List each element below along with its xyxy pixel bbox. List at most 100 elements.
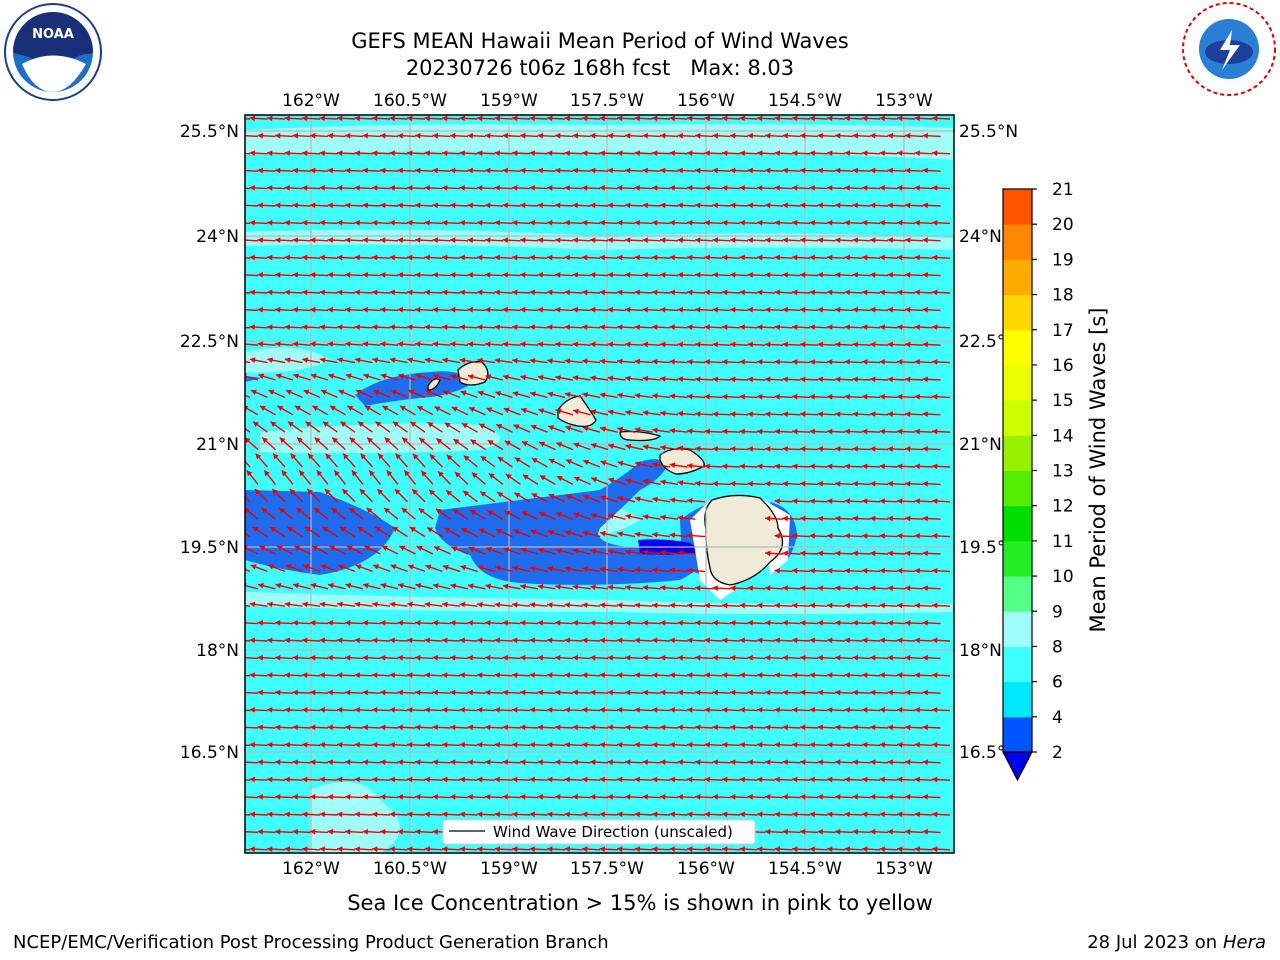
wave-arrowhead <box>774 289 780 296</box>
wave-arrowhead <box>354 672 360 679</box>
wave-arrowhead <box>827 115 833 122</box>
wave-arrowhead <box>564 741 570 748</box>
wave-arrowhead <box>870 794 876 800</box>
wave-arrowhead <box>730 794 736 800</box>
wave-arrowhead <box>800 794 806 800</box>
wave-arrowhead <box>547 115 553 122</box>
wave-arrowhead <box>432 724 438 731</box>
wave-arrowhead <box>870 272 876 278</box>
wave-arrowhead <box>747 654 753 661</box>
wave-arrowhead <box>879 289 885 296</box>
wave-arrowhead <box>695 237 701 244</box>
wave-arrowhead <box>870 515 876 522</box>
wave-arrowhead <box>572 620 578 626</box>
wave-arrowhead <box>432 828 438 835</box>
wave-arrowhead <box>327 237 333 244</box>
wave-arrowhead <box>267 741 273 748</box>
wave-arrowhead <box>590 272 596 278</box>
wave-arrowhead <box>572 272 578 278</box>
wave-arrowhead <box>407 219 413 226</box>
wave-arrowhead <box>459 357 466 364</box>
wave-arrowhead <box>513 424 520 430</box>
wave-arrowhead <box>355 389 362 395</box>
wave-arrowhead <box>765 828 771 835</box>
wave-arrowhead <box>293 582 299 589</box>
wave-arrowhead <box>652 358 658 365</box>
wave-arrowhead <box>844 219 850 226</box>
wave-arrowhead <box>817 237 823 244</box>
wave-arrowhead <box>537 620 543 626</box>
wave-arrowhead <box>687 393 693 400</box>
wave-arrowhead <box>521 441 528 447</box>
wave-arrowhead <box>292 724 298 731</box>
wave-arrowhead <box>514 457 521 463</box>
wave-arrowhead <box>505 474 512 480</box>
wave-arrowhead <box>730 620 736 626</box>
wave-arrowhead <box>407 357 414 364</box>
wave-arrowhead <box>249 846 255 853</box>
wave-arrowhead <box>835 272 841 278</box>
wave-arrowhead <box>809 428 815 435</box>
wave-arrowhead <box>477 846 483 853</box>
wave-arrowhead <box>292 237 298 244</box>
wave-arrowhead <box>634 811 640 818</box>
wave-arrowhead <box>809 707 815 713</box>
wave-arrowhead <box>495 565 501 571</box>
wave-arrowhead <box>765 132 771 139</box>
wave-arrowhead <box>502 374 509 381</box>
wave-arrowhead <box>477 672 483 679</box>
wave-arrowhead <box>922 550 928 557</box>
wave-arrow <box>245 118 251 120</box>
wave-arrow <box>245 427 251 433</box>
wave-arrowhead <box>844 150 850 157</box>
wave-arrowhead <box>590 548 597 555</box>
wave-arrowhead <box>257 237 263 244</box>
wave-arrowhead <box>582 637 588 644</box>
wave-arrowhead <box>642 654 648 661</box>
wave-arrowhead <box>870 411 876 418</box>
wave-arrowhead <box>669 811 675 818</box>
wave-arrowhead <box>634 324 640 331</box>
wave-arrowhead <box>319 357 326 363</box>
wave-arrowhead <box>695 480 701 487</box>
wave-arrowhead <box>407 672 413 679</box>
wave-arrowhead <box>922 759 928 766</box>
wave-arrowhead <box>470 439 477 445</box>
wave-arrowhead <box>870 689 876 696</box>
wave-arrowhead <box>634 392 641 399</box>
wave-arrowhead <box>887 585 893 592</box>
wave-arrowhead <box>522 474 529 481</box>
wave-arrowhead <box>257 272 263 278</box>
wave-arrowhead <box>914 219 920 226</box>
wave-arrowhead <box>287 526 294 533</box>
wave-arrowhead <box>817 446 823 452</box>
wave-arrowhead <box>362 654 368 661</box>
wave-arrowhead <box>634 567 641 573</box>
nws-logo <box>1182 2 1276 96</box>
wave-arrowhead <box>730 759 736 766</box>
island-molokai <box>619 430 662 442</box>
wave-arrowhead <box>722 324 728 331</box>
wave-arrowhead <box>416 545 423 552</box>
wave-arrowhead <box>354 357 361 363</box>
wave-arrowhead <box>835 620 841 626</box>
wave-arrow <box>245 814 251 816</box>
wave-arrowhead <box>438 471 444 478</box>
wave-arrowhead <box>642 341 648 348</box>
wave-arrowhead <box>914 185 920 191</box>
wave-arrowhead <box>862 672 868 679</box>
wave-arrowhead <box>267 846 273 853</box>
wave-arrowhead <box>809 185 815 191</box>
wave-arrowhead <box>669 358 675 365</box>
wave-arrowhead <box>800 550 806 557</box>
wave-arrowhead <box>599 707 605 713</box>
wave-arrowhead <box>905 550 911 557</box>
wave-arrowhead <box>547 741 553 748</box>
wave-arrowhead <box>590 620 596 626</box>
wave-arrowhead <box>887 480 893 487</box>
wave-arrowhead <box>327 306 333 313</box>
wave-arrowhead <box>757 602 763 609</box>
wave-arrowhead <box>730 272 736 278</box>
wave-arrowhead <box>397 167 403 174</box>
wave-arrowhead <box>765 411 771 418</box>
